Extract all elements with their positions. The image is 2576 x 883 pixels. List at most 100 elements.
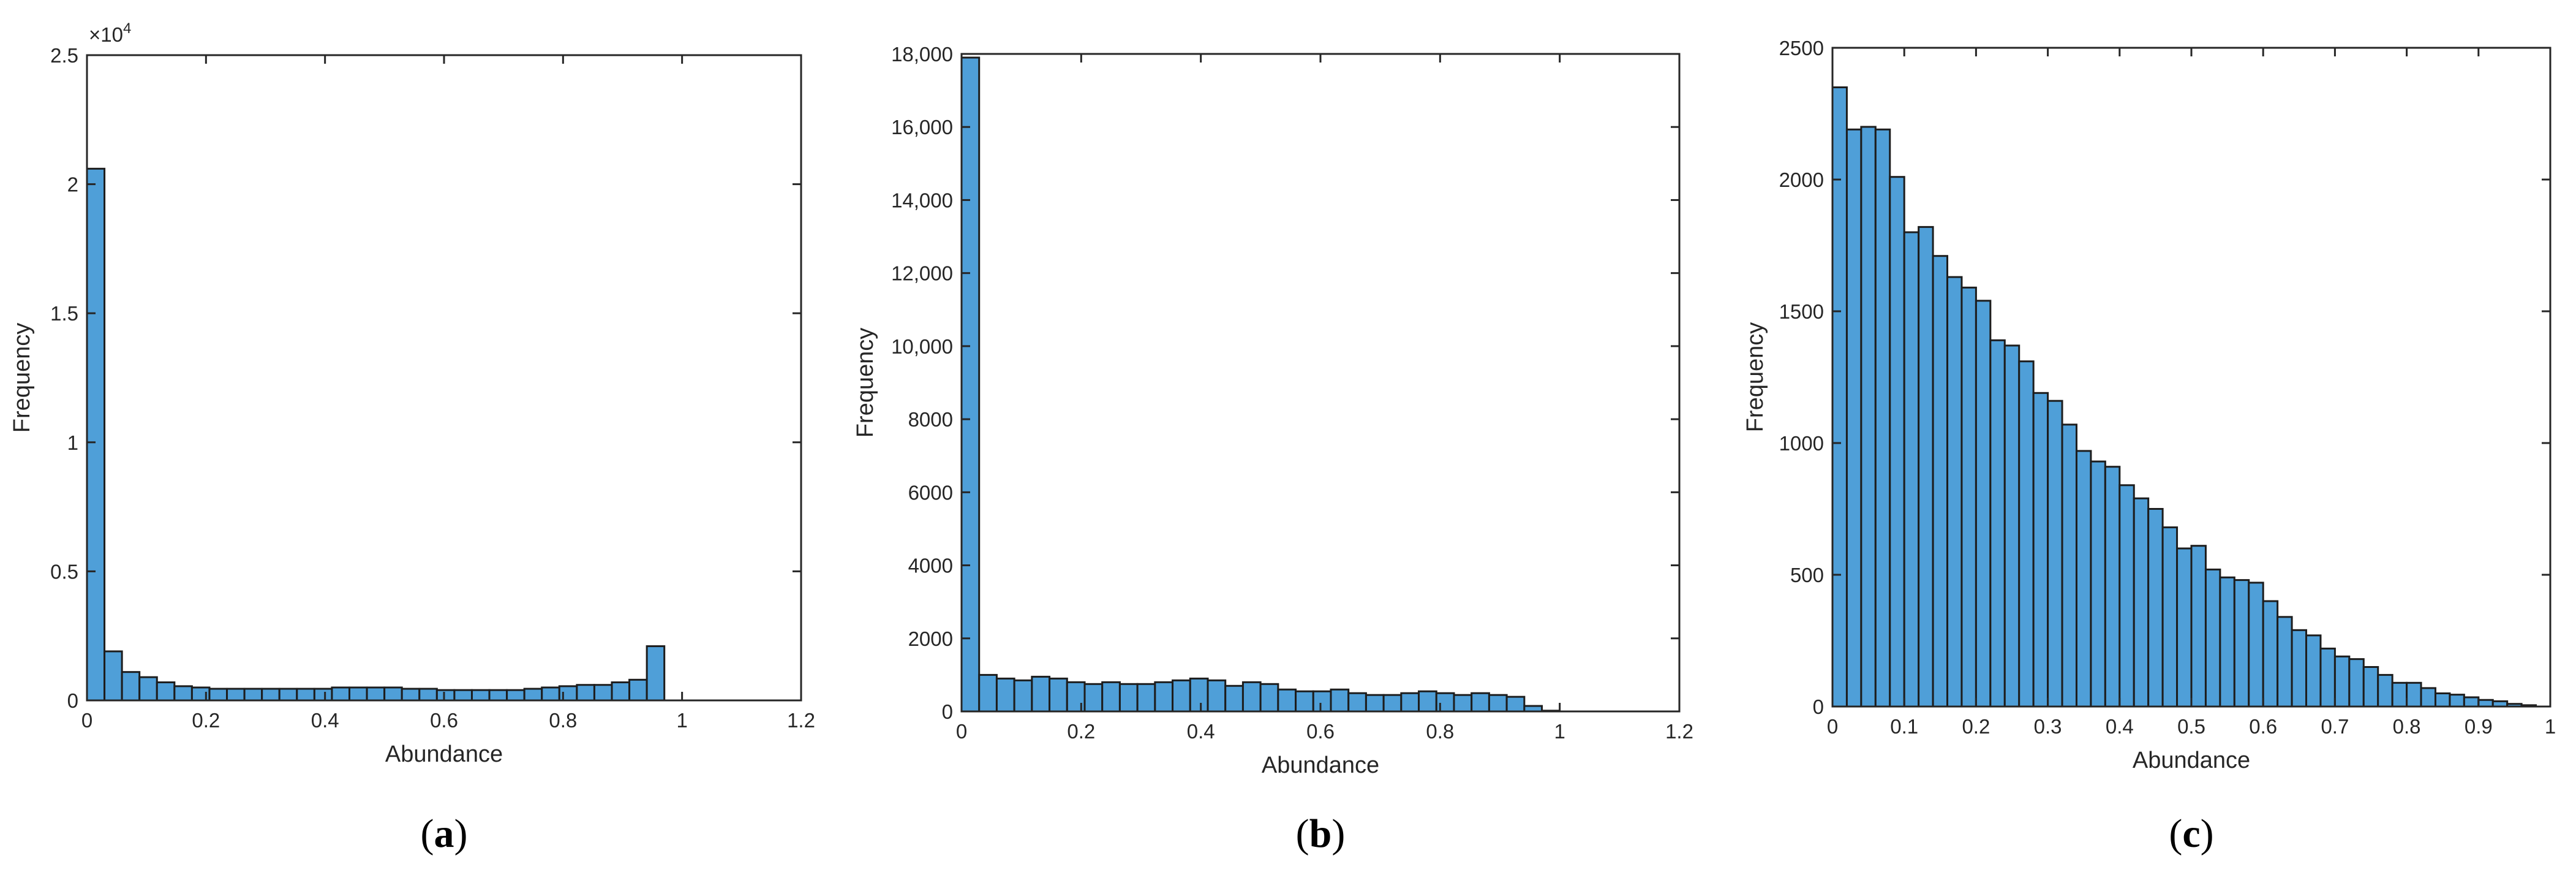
caption-letter-a: a bbox=[434, 811, 454, 856]
bars-c bbox=[1831, 86, 2537, 708]
x-tick-label: 0.3 bbox=[2034, 715, 2062, 738]
x-tick-label: 1 bbox=[2545, 715, 2556, 738]
histogram-bar bbox=[2420, 687, 2436, 708]
ticks-c: 0 0.1 0.2 0.3 0.4 0.5 0.6 0.7 0.8 0.9 1 0 500 1000 150… bbox=[1779, 37, 2556, 738]
x-axis-label-a: Abundance bbox=[385, 741, 503, 767]
x-axis-label-b: Abundance bbox=[1262, 752, 1379, 778]
histogram-bar bbox=[1418, 690, 1437, 713]
y-tick-label: 2 bbox=[67, 173, 78, 196]
histogram-bar bbox=[1259, 683, 1279, 713]
histogram-bar bbox=[2176, 547, 2193, 708]
bars-b bbox=[960, 56, 1561, 713]
histogram-bar bbox=[1241, 681, 1262, 713]
y-tick-label: 1500 bbox=[1779, 300, 1824, 323]
histogram-bar bbox=[523, 688, 543, 702]
histogram-bar bbox=[1172, 679, 1191, 713]
histogram-bar bbox=[2333, 655, 2351, 708]
histogram-bar bbox=[453, 689, 473, 702]
histogram-bar bbox=[2434, 692, 2451, 708]
histogram-bar bbox=[1189, 677, 1209, 713]
histogram-bar bbox=[366, 686, 386, 702]
histogram-bar bbox=[2319, 647, 2336, 708]
histogram-bar bbox=[2248, 582, 2264, 708]
histogram-bar bbox=[1400, 692, 1420, 713]
histogram-bar bbox=[611, 681, 631, 702]
plot-frame-b bbox=[960, 53, 1681, 713]
histogram-bar bbox=[541, 686, 560, 702]
x-tick-label: 0.2 bbox=[192, 709, 220, 732]
histogram-bar bbox=[1031, 675, 1051, 713]
x-tick-label: 0.7 bbox=[2321, 715, 2349, 738]
histogram-bar bbox=[1435, 692, 1455, 713]
histogram-bar bbox=[2047, 400, 2063, 708]
histogram-bar bbox=[2391, 681, 2408, 708]
histogram-bar bbox=[261, 688, 281, 702]
histogram-bar bbox=[1347, 692, 1367, 713]
histogram-bar bbox=[978, 673, 998, 713]
y-tick-label: 2000 bbox=[1779, 169, 1824, 191]
histogram-bar bbox=[506, 689, 525, 702]
histogram-bar bbox=[1118, 683, 1139, 713]
y-tick-label: 14,000 bbox=[891, 189, 953, 211]
histogram-bar bbox=[2090, 460, 2106, 708]
histogram-bar bbox=[2262, 600, 2279, 708]
histogram-bar bbox=[1154, 681, 1174, 713]
histogram-bar bbox=[1083, 683, 1104, 713]
histogram-bar bbox=[348, 686, 368, 702]
histogram-bar bbox=[2219, 576, 2235, 708]
caption-a: (a) bbox=[421, 811, 468, 856]
histogram-bar bbox=[1932, 255, 1949, 708]
ticks-a: 0 0.2 0.4 0.6 0.8 1 1.2 0 0.5 1 1.5 2 2.5 bbox=[50, 44, 815, 732]
histogram-bar bbox=[470, 689, 491, 702]
y-tick-label: 0 bbox=[942, 700, 953, 723]
histogram-bar bbox=[1505, 695, 1526, 713]
x-tick-label: 1 bbox=[1554, 720, 1565, 743]
y-tick-label: 2.5 bbox=[50, 44, 78, 67]
x-tick-label: 0.4 bbox=[2106, 715, 2134, 738]
y-tick-label: 2000 bbox=[908, 627, 953, 650]
bars-a bbox=[86, 167, 666, 702]
caption-c: (c) bbox=[2169, 811, 2213, 856]
histogram-bar bbox=[1453, 694, 1473, 713]
caption-letter-c: c bbox=[2182, 811, 2200, 856]
histogram-bar bbox=[1382, 694, 1403, 713]
histogram-bar bbox=[2377, 673, 2393, 708]
x-tick-label: 0.8 bbox=[549, 709, 577, 732]
y-axis-label-c: Frequency bbox=[1742, 322, 1768, 433]
histogram-bar bbox=[1975, 300, 1992, 708]
y-axis-label-b: Frequency bbox=[853, 328, 878, 438]
y-tick-label: 1.5 bbox=[50, 302, 78, 325]
histogram-bar bbox=[208, 688, 228, 702]
histogram-bar bbox=[2291, 629, 2308, 708]
histogram-bar bbox=[1365, 694, 1385, 713]
x-axis-label-c: Abundance bbox=[2133, 748, 2250, 773]
histogram-bar bbox=[1960, 286, 1977, 708]
y-tick-label: 16,000 bbox=[891, 116, 953, 138]
histogram-bar bbox=[488, 689, 508, 702]
y-tick-label: 500 bbox=[1790, 564, 1824, 586]
histogram-bar bbox=[1860, 126, 1877, 708]
histogram-bar bbox=[1049, 677, 1068, 713]
x-tick-label: 0.4 bbox=[1187, 720, 1215, 743]
x-tick-label: 0 bbox=[81, 709, 92, 732]
y-tick-label: 1000 bbox=[1779, 432, 1824, 455]
histogram-panel-a: 0 0.2 0.4 0.6 0.8 1 1.200.511.522.5 Abundance … bbox=[9, 20, 815, 856]
histogram-bar bbox=[1845, 128, 1862, 708]
caption-letter-b: b bbox=[1309, 811, 1332, 856]
histogram-bar bbox=[243, 688, 263, 702]
histogram-bar bbox=[1488, 694, 1508, 713]
histogram-bar bbox=[296, 688, 315, 702]
histogram-bar bbox=[2305, 634, 2322, 708]
histogram-bar bbox=[2018, 360, 2035, 708]
x-tick-label: 0.9 bbox=[2465, 715, 2493, 738]
histogram-bar bbox=[2190, 545, 2207, 708]
histogram-bar bbox=[86, 167, 106, 702]
histogram-bar bbox=[278, 688, 298, 702]
y-tick-label: 0 bbox=[1813, 695, 1824, 718]
histogram-bar bbox=[401, 688, 421, 702]
x-tick-label: 0.5 bbox=[2177, 715, 2205, 738]
x-tick-label: 0.4 bbox=[311, 709, 339, 732]
x-tick-label: 0 bbox=[1827, 715, 1838, 738]
caption-b: (b) bbox=[1296, 811, 1346, 856]
